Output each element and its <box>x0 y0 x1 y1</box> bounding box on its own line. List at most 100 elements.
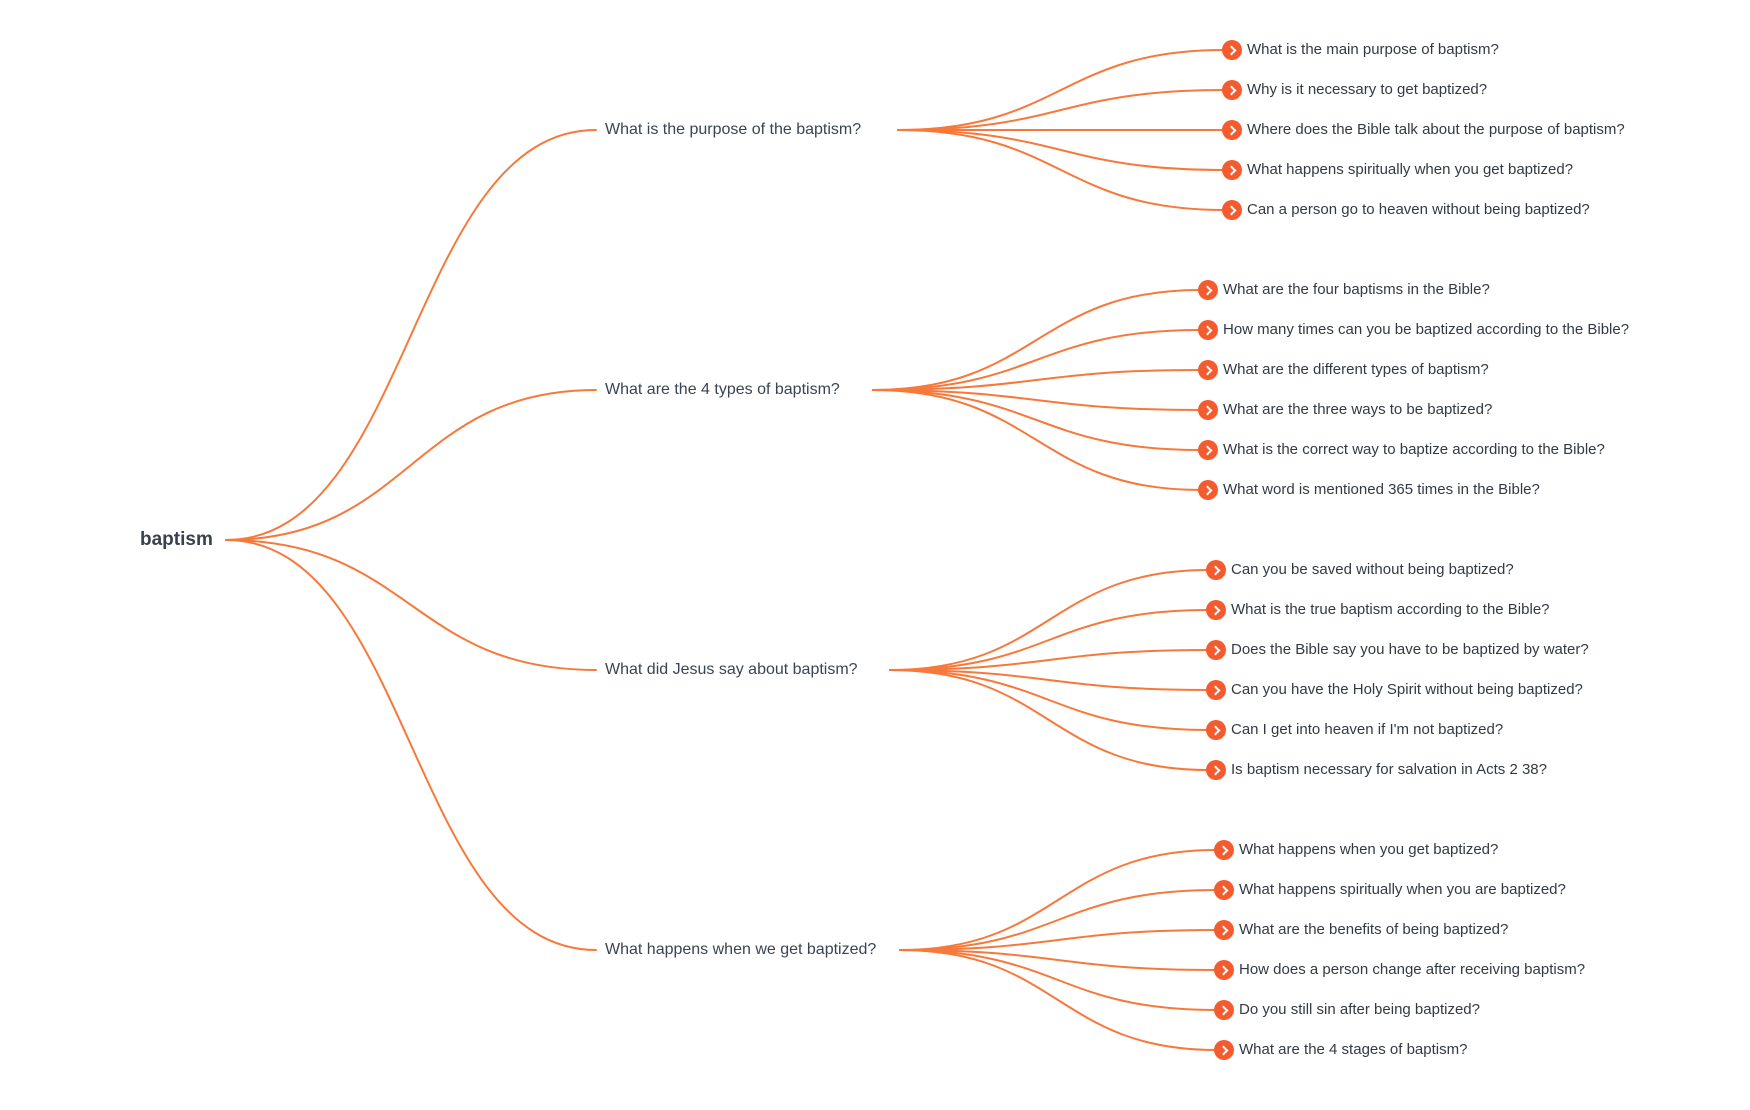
leaf-label: What are the four baptisms in the Bible? <box>1223 281 1490 298</box>
connector-line <box>225 539 597 671</box>
leaf-node[interactable]: What happens when you get baptized? <box>1214 840 1498 860</box>
chevron-right-icon[interactable] <box>1198 280 1218 300</box>
leaf-node[interactable]: What are the three ways to be baptized? <box>1198 400 1492 420</box>
chevron-right-icon[interactable] <box>1214 920 1234 940</box>
leaf-label: What word is mentioned 365 times in the … <box>1223 481 1540 498</box>
chevron-right-icon[interactable] <box>1222 40 1242 60</box>
connector-line <box>872 329 1201 391</box>
connector-line <box>899 889 1217 951</box>
connector-line <box>889 649 1209 671</box>
chevron-right-icon[interactable] <box>1206 720 1226 740</box>
leaf-label: Why is it necessary to get baptized? <box>1247 81 1488 98</box>
leaf-node[interactable]: Does the Bible say you have to be baptiz… <box>1206 640 1589 660</box>
chevron-right-icon[interactable] <box>1206 640 1226 660</box>
leaf-label: What is the main purpose of baptism? <box>1247 41 1499 58</box>
branch-node[interactable]: What is the purpose of the baptism? <box>605 119 861 141</box>
leaf-label: Does the Bible say you have to be baptiz… <box>1231 641 1589 658</box>
branch-label: What happens when we get baptized? <box>605 941 877 958</box>
leaf-node[interactable]: Is baptism necessary for salvation in Ac… <box>1206 760 1547 780</box>
leaf-node[interactable]: Can a person go to heaven without being … <box>1222 200 1590 220</box>
leaf-label: What is the true baptism according to th… <box>1231 601 1550 618</box>
connector-line <box>872 389 1201 411</box>
leaf-node[interactable]: Where does the Bible talk about the purp… <box>1222 120 1625 140</box>
connector-line <box>899 929 1217 951</box>
chevron-right-icon[interactable] <box>1214 960 1234 980</box>
leaf-label: What happens spiritually when you get ba… <box>1247 161 1574 178</box>
leaf-label: Can you be saved without being baptized? <box>1231 561 1514 578</box>
branch-node[interactable]: What happens when we get baptized? <box>605 939 876 961</box>
leaf-node[interactable]: What word is mentioned 365 times in the … <box>1198 480 1540 500</box>
leaf-node[interactable]: Can I get into heaven if I'm not baptize… <box>1206 720 1503 740</box>
chevron-right-icon[interactable] <box>1198 320 1218 340</box>
leaf-node[interactable]: What are the benefits of being baptized? <box>1214 920 1508 940</box>
branch-label: What did Jesus say about baptism? <box>605 661 858 678</box>
branch-label: What is the purpose of the baptism? <box>605 121 862 138</box>
leaf-label: What are the benefits of being baptized? <box>1239 921 1509 938</box>
leaf-node[interactable]: Do you still sin after being baptized? <box>1214 1000 1480 1020</box>
leaf-label: What happens when you get baptized? <box>1239 841 1499 858</box>
branch-node[interactable]: What did Jesus say about baptism? <box>605 659 858 681</box>
leaf-label: Do you still sin after being baptized? <box>1239 1001 1480 1018</box>
connector-line <box>872 389 1201 451</box>
branch-label: What are the 4 types of baptism? <box>605 381 840 398</box>
chevron-right-icon[interactable] <box>1214 1040 1234 1060</box>
leaf-label: What are the 4 stages of baptism? <box>1239 1041 1468 1058</box>
leaf-node[interactable]: What are the different types of baptism? <box>1198 360 1489 380</box>
chevron-right-icon[interactable] <box>1222 200 1242 220</box>
connector-line <box>899 949 1217 971</box>
leaf-label: Can a person go to heaven without being … <box>1247 201 1590 218</box>
chevron-right-icon[interactable] <box>1206 760 1226 780</box>
connector-line <box>897 89 1225 131</box>
leaf-label: What are the different types of baptism? <box>1223 361 1489 378</box>
leaf-label: How many times can you be baptized accor… <box>1223 321 1630 338</box>
leaf-label: Can you have the Holy Spirit without bei… <box>1231 681 1583 698</box>
chevron-right-icon[interactable] <box>1198 400 1218 420</box>
chevron-right-icon[interactable] <box>1214 880 1234 900</box>
chevron-right-icon[interactable] <box>1222 120 1242 140</box>
leaf-label: What happens spiritually when you are ba… <box>1239 881 1566 898</box>
leaf-node[interactable]: What is the correct way to baptize accor… <box>1198 440 1605 460</box>
leaf-node[interactable]: Can you be saved without being baptized? <box>1206 560 1514 580</box>
connector-line <box>889 669 1209 731</box>
chevron-right-icon[interactable] <box>1222 80 1242 100</box>
connector-line <box>889 669 1209 691</box>
leaf-node[interactable]: What are the four baptisms in the Bible? <box>1198 280 1490 300</box>
leaf-label: How does a person change after receiving… <box>1239 961 1586 978</box>
leaf-node[interactable]: Can you have the Holy Spirit without bei… <box>1206 680 1583 700</box>
leaf-node[interactable]: What are the 4 stages of baptism? <box>1214 1040 1467 1060</box>
chevron-right-icon[interactable] <box>1214 1000 1234 1020</box>
leaf-label: Where does the Bible talk about the purp… <box>1247 121 1625 138</box>
connector-line <box>899 949 1217 1051</box>
leaf-node[interactable]: What is the main purpose of baptism? <box>1222 40 1499 60</box>
chevron-right-icon[interactable] <box>1206 680 1226 700</box>
leaf-node[interactable]: How does a person change after receiving… <box>1214 960 1585 980</box>
leaf-node[interactable]: What happens spiritually when you are ba… <box>1214 880 1566 900</box>
connector-line <box>872 289 1201 391</box>
connector-line <box>897 129 1225 211</box>
chevron-right-icon[interactable] <box>1198 440 1218 460</box>
connector-line <box>225 129 597 541</box>
leaf-node[interactable]: What is the true baptism according to th… <box>1206 600 1550 620</box>
connector-line <box>897 49 1225 131</box>
leaf-label: What is the correct way to baptize accor… <box>1223 441 1605 458</box>
root-label: baptism <box>140 529 213 550</box>
chevron-right-icon[interactable] <box>1222 160 1242 180</box>
connector-line <box>225 539 597 951</box>
leaf-label: Is baptism necessary for salvation in Ac… <box>1231 761 1547 778</box>
chevron-right-icon[interactable] <box>1214 840 1234 860</box>
chevron-right-icon[interactable] <box>1206 560 1226 580</box>
chevron-right-icon[interactable] <box>1206 600 1226 620</box>
leaf-node[interactable]: How many times can you be baptized accor… <box>1198 320 1629 340</box>
branch-node[interactable]: What are the 4 types of baptism? <box>605 379 840 401</box>
leaf-node[interactable]: Why is it necessary to get baptized? <box>1222 80 1487 100</box>
leaf-node[interactable]: What happens spiritually when you get ba… <box>1222 160 1573 180</box>
connector-line <box>897 129 1225 171</box>
chevron-right-icon[interactable] <box>1198 480 1218 500</box>
chevron-right-icon[interactable] <box>1198 360 1218 380</box>
connector-line <box>872 369 1201 391</box>
connector-line <box>889 609 1209 671</box>
leaf-label: What are the three ways to be baptized? <box>1223 401 1493 418</box>
root-node[interactable]: baptism <box>140 528 213 552</box>
